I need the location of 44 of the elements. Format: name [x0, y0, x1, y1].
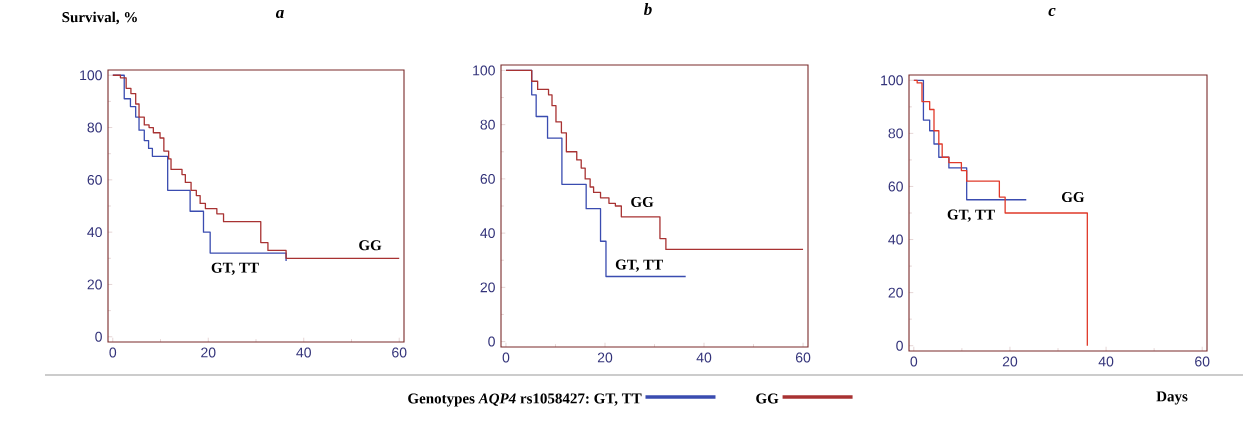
series-label: GT, TT: [947, 209, 995, 222]
x-tick-label: 40: [296, 347, 311, 358]
y-tick-label: 20: [480, 282, 495, 293]
x-tick-label: 20: [597, 352, 613, 363]
y-tick-label: 80: [888, 128, 903, 139]
x-tick-label: 20: [1002, 356, 1018, 367]
chart-title: b: [643, 3, 652, 15]
y-tick-label: 40: [888, 234, 903, 245]
chart-title: c: [1048, 7, 1056, 17]
x-tick-label: 20: [201, 347, 216, 358]
y-tick-label: 80: [87, 122, 102, 133]
series-label: GG: [359, 240, 382, 251]
y-tick-label: 80: [480, 119, 495, 130]
y-tick-label: 40: [480, 228, 495, 239]
x-tick-label: 40: [1098, 356, 1114, 367]
legend-label: GG: [756, 393, 779, 404]
x-tick-label: 0: [109, 347, 117, 358]
chart-title: a: [275, 9, 284, 19]
legend-label: GT, TT: [594, 393, 642, 406]
x-tick-label: 0: [910, 356, 918, 367]
y-tick-label: 0: [896, 340, 903, 351]
series-label: GG: [1061, 192, 1085, 203]
x-tick-label: 60: [1195, 356, 1210, 367]
y-axis-title: Survival, %: [62, 11, 137, 25]
x-tick-label: 60: [392, 347, 407, 358]
y-tick-label: 60: [87, 174, 102, 185]
text: GG: [631, 196, 654, 207]
y-tick-label: 20: [888, 287, 903, 298]
y-tick-label: 20: [87, 279, 102, 290]
x-tick-label: 40: [696, 352, 712, 363]
y-tick-label: 0: [488, 336, 495, 347]
y-tick-label: 60: [480, 173, 495, 184]
y-tick-label: 100: [881, 75, 903, 86]
y-tick-label: 100: [80, 70, 102, 81]
y-tick-label: 100: [473, 65, 495, 76]
y-tick-label: 0: [95, 331, 102, 342]
x-tick-label: 0: [502, 352, 510, 363]
series-label: GT, TT: [211, 262, 259, 275]
y-tick-label: 60: [888, 181, 903, 192]
text: GT, TT: [615, 259, 663, 272]
legend-title: Genotypes AQP4 rs1058427:: [408, 393, 589, 407]
y-tick-label: 40: [87, 227, 102, 238]
x-tick-label: 60: [795, 352, 811, 363]
x-axis-title: Days: [1156, 391, 1188, 405]
